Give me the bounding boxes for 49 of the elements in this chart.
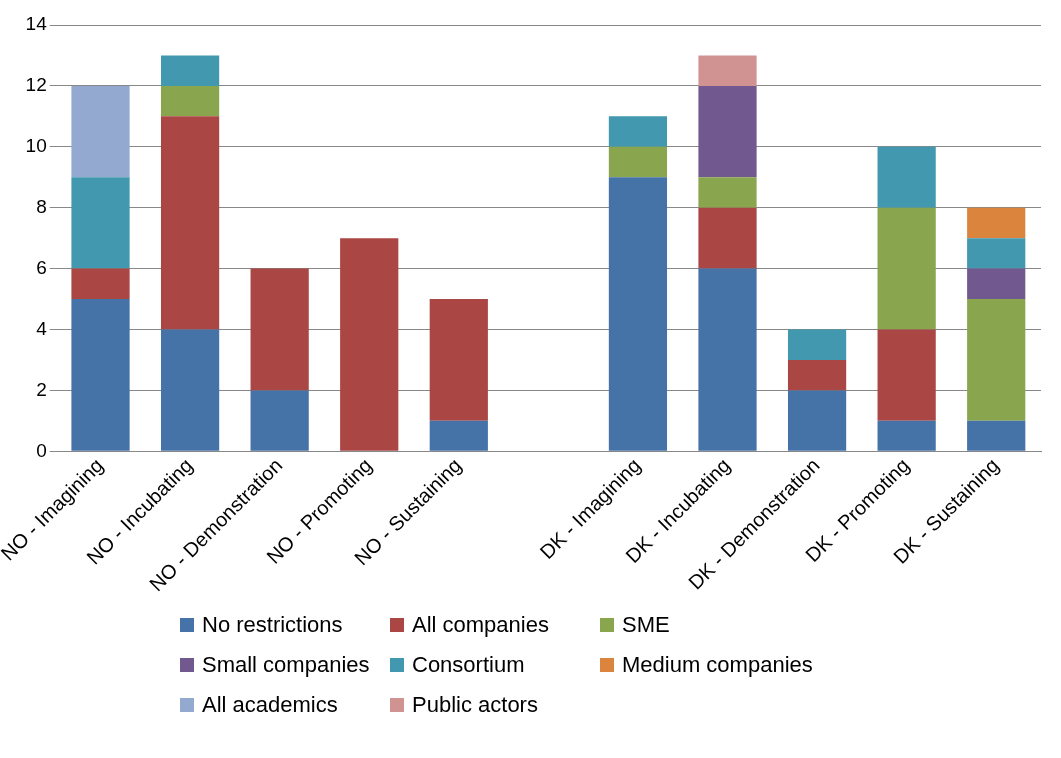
bar [787,359,847,391]
legend-label: All companies [412,612,549,638]
bar [608,146,668,178]
bar [71,299,130,451]
bar [967,420,1026,451]
bar [71,268,130,300]
legend-label: Consortium [412,652,525,678]
bar [877,329,936,421]
bar [698,85,757,178]
bar [967,207,1026,239]
bar [160,55,220,86]
bar [877,420,936,451]
y-tick-label: 14 [25,13,48,35]
bar [967,268,1026,300]
bar [877,146,936,208]
y-tick-label: 10 [25,135,47,157]
bar [250,390,309,451]
bar [250,268,309,391]
bar [71,85,130,178]
legend-label: Public actors [412,692,538,718]
y-tick-label: 8 [36,195,47,217]
bar [160,116,220,330]
bar [698,268,757,451]
bar [160,85,220,117]
bar [608,177,668,451]
y-tick-label: 2 [36,378,47,400]
y-tick-label: 12 [25,74,47,96]
bar [698,55,757,86]
bar [787,390,847,451]
bar [71,177,130,269]
bar [340,238,399,451]
bar [967,238,1026,269]
bar [429,299,488,421]
legend-label: Medium companies [622,652,813,678]
bar [787,329,847,360]
legend-label: No restrictions [202,612,343,638]
bar [160,329,220,451]
y-tick-label: 0 [36,439,47,461]
legend-label: All academics [202,692,338,718]
y-tick-label: 4 [36,317,48,339]
bar [429,420,488,451]
bar [967,299,1026,421]
bar [698,177,757,208]
bar [698,207,757,269]
legend-label: Small companies [202,652,370,678]
y-tick-label: 6 [36,256,47,278]
legend-label: SME [622,612,670,638]
bar [608,116,668,147]
bar [877,207,936,330]
